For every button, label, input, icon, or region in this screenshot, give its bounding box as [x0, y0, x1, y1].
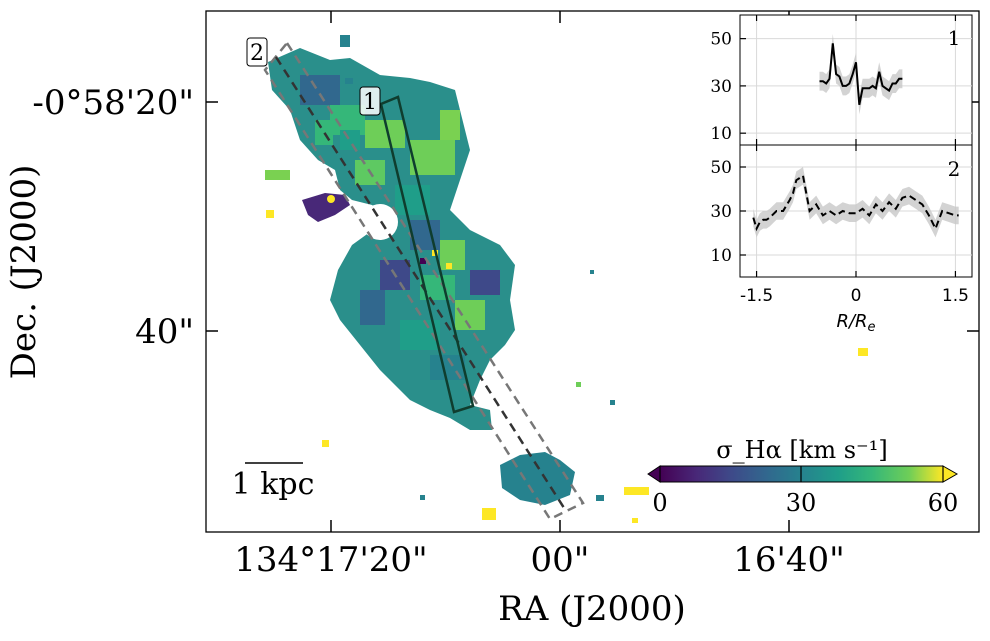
y-tick-label: 40" — [135, 312, 194, 352]
x-tick-label: 134°17'20" — [234, 540, 427, 580]
slit-1-text: 1 — [363, 90, 377, 115]
low-dispersion-region — [302, 193, 350, 222]
colorbar-tick: 30 — [786, 489, 817, 517]
scale-bar-label: 1 kpc — [232, 467, 315, 502]
inset-2-y-ticks: 10 30 50 — [710, 158, 746, 266]
y-tick-label: 30 — [710, 77, 732, 97]
inset-1-panel-label: 1 — [948, 26, 961, 50]
slit-label-2: 2 — [246, 37, 268, 67]
inset-panel-1: 10 30 50 1 — [710, 14, 973, 146]
colorbar-tick: 60 — [928, 489, 959, 517]
x-tick-label: 1.5 — [942, 286, 969, 306]
x-tick-label: 00" — [531, 540, 590, 580]
inset-2-x-ticks: -1.5 0 1.5 — [740, 286, 969, 306]
inset-1-grid — [740, 15, 972, 145]
x-tick-label: -1.5 — [740, 286, 773, 306]
slit-1-outline — [379, 95, 475, 414]
inset-1-y-ticks: 10 30 50 — [710, 30, 746, 144]
colorbar-label: σ_Hα [km s⁻¹] — [716, 436, 887, 464]
inset-1-series-line — [819, 43, 903, 105]
inset-2-panel-label: 2 — [948, 157, 961, 181]
y-tick-label: 10 — [710, 124, 732, 144]
map-patches — [300, 75, 500, 380]
x-tick-label: 16'40" — [733, 540, 845, 580]
slit-2-outline — [263, 40, 585, 521]
colorbar-tick: 0 — [652, 489, 667, 517]
slit-2-text: 2 — [250, 41, 264, 66]
y-tick-label: 50 — [710, 158, 732, 178]
y-tick-label: -0°58'20" — [32, 83, 194, 123]
inset-2-band — [753, 167, 959, 238]
inset-2-series-line — [752, 174, 959, 232]
x-axis-label: RA (J2000) — [498, 589, 686, 629]
y-tick-label: 50 — [710, 30, 732, 50]
scattered-pixels — [265, 35, 868, 523]
y-tick-label: 10 — [710, 246, 732, 266]
y-tick-label: 30 — [710, 202, 732, 222]
y-axis-label: Dec. (J2000) — [4, 165, 44, 380]
colorbar: σ_Hα [km s⁻¹] 0 30 60 — [647, 436, 959, 517]
x-tick-label: 0 — [851, 286, 862, 306]
southern-knot — [500, 452, 575, 505]
slit-label-1: 1 — [359, 86, 381, 116]
